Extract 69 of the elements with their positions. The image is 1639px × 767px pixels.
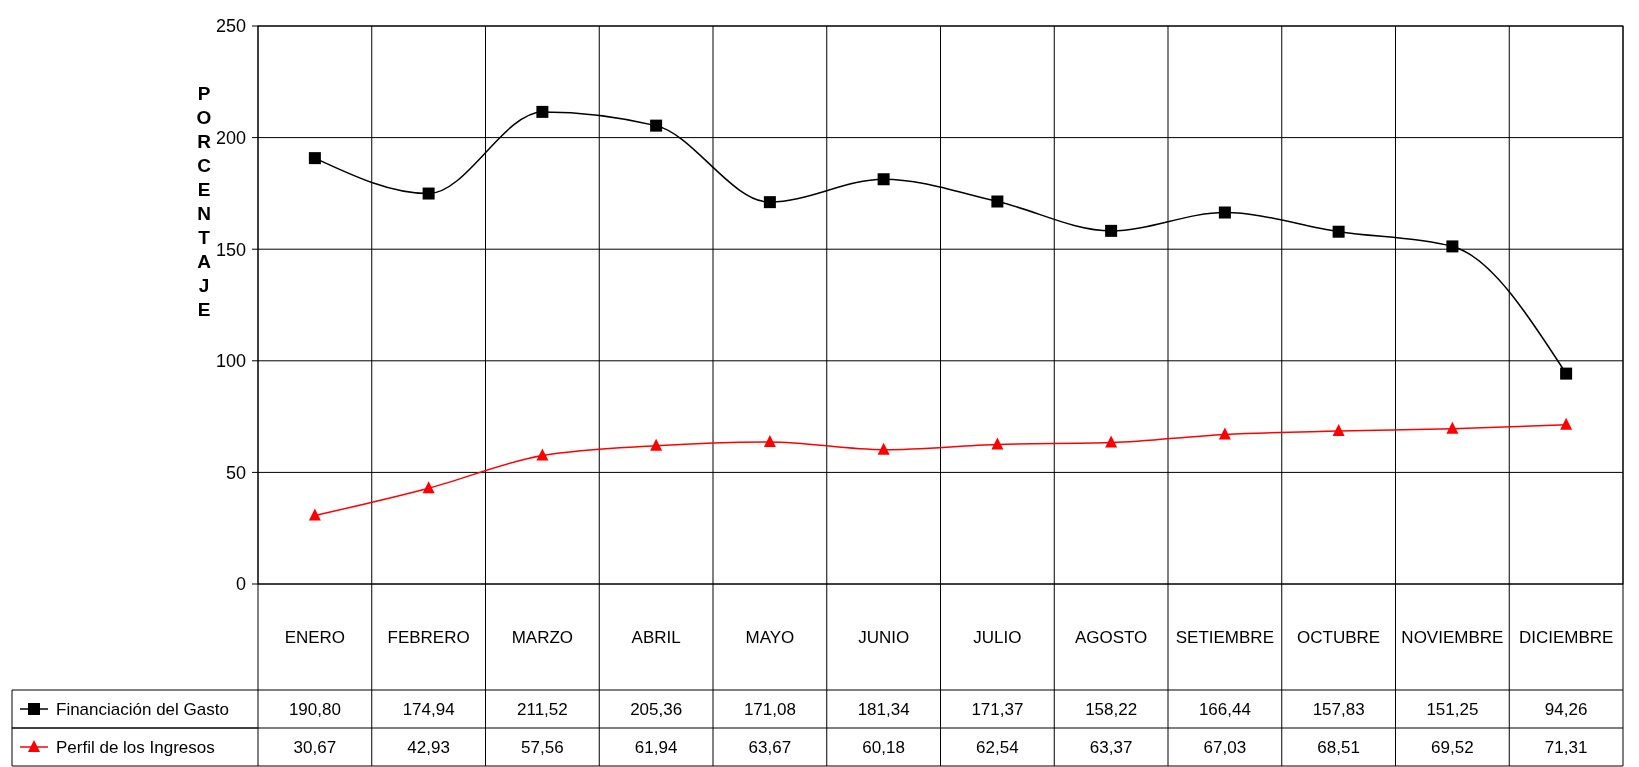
point <box>536 448 549 461</box>
data-label: 171,08 <box>743 699 796 719</box>
point <box>1332 424 1345 437</box>
point <box>1446 421 1459 434</box>
point <box>536 105 549 118</box>
point <box>1560 367 1573 380</box>
data-label: 68,51 <box>1317 737 1360 757</box>
point <box>877 173 890 186</box>
data-label: 71,31 <box>1544 737 1588 757</box>
point <box>1446 240 1459 253</box>
x-tick-label: JUNIO <box>858 627 910 647</box>
y-tick-label: 250 <box>215 16 246 37</box>
data-label: 63,37 <box>1089 737 1133 757</box>
y-tick-label: 50 <box>225 462 246 483</box>
y-axis-title: PORCENTAJE <box>193 83 215 323</box>
data-label: 166,44 <box>1198 699 1251 719</box>
data-label: 151,25 <box>1426 699 1479 719</box>
x-tick-label: ABRIL <box>631 627 681 647</box>
point <box>763 434 776 447</box>
x-tick-label: MARZO <box>511 627 574 647</box>
x-tick-label: OCTUBRE <box>1297 627 1381 647</box>
x-tick-label: JULIO <box>973 627 1022 647</box>
point <box>991 195 1004 208</box>
data-label: 181,34 <box>857 699 910 719</box>
point <box>991 437 1004 450</box>
point <box>308 152 321 165</box>
point <box>650 438 663 451</box>
legend-label: Perfil de los Ingresos <box>56 737 215 757</box>
point <box>763 196 776 209</box>
data-label: 63,67 <box>748 737 792 757</box>
data-label: 42,93 <box>407 737 450 757</box>
point <box>1218 427 1231 440</box>
point <box>308 508 321 521</box>
point <box>877 442 890 455</box>
point <box>1332 225 1345 238</box>
point <box>650 119 663 132</box>
x-tick-label: DICIEMBRE <box>1518 627 1614 647</box>
x-tick-label: SETIEMBRE <box>1175 627 1274 647</box>
data-label: 60,18 <box>862 737 905 757</box>
legend-label: Financiación del Gasto <box>56 699 229 719</box>
data-label: 67,03 <box>1203 737 1247 757</box>
point <box>422 481 435 494</box>
point <box>422 187 435 200</box>
y-tick-label: 0 <box>235 574 246 595</box>
data-label: 69,52 <box>1431 737 1474 757</box>
point <box>1105 435 1118 448</box>
point <box>1560 417 1573 430</box>
y-tick-label: 100 <box>215 351 246 372</box>
data-label: 190,80 <box>288 699 341 719</box>
y-tick-label: 150 <box>215 239 246 260</box>
x-tick-label: FEBRERO <box>387 627 470 647</box>
data-label: 205,36 <box>630 699 683 719</box>
data-label: 61,94 <box>634 737 678 757</box>
x-tick-label: MAYO <box>745 627 795 647</box>
data-label: 30,67 <box>293 737 337 757</box>
data-label: 57,56 <box>521 737 564 757</box>
x-tick-label: ENERO <box>284 627 346 647</box>
data-label: 62,54 <box>976 737 1019 757</box>
data-label: 157,83 <box>1312 699 1365 719</box>
x-tick-label: AGOSTO <box>1074 627 1148 647</box>
data-label: 174,94 <box>402 699 455 719</box>
point <box>1105 224 1118 237</box>
x-tick-label: NOVIEMBRE <box>1401 627 1504 647</box>
point <box>1218 206 1231 219</box>
data-label: 211,52 <box>517 699 568 719</box>
data-label: 171,37 <box>971 699 1024 719</box>
y-tick-label: 200 <box>215 127 246 148</box>
data-label: 94,26 <box>1544 699 1588 719</box>
data-label: 158,22 <box>1085 699 1138 719</box>
